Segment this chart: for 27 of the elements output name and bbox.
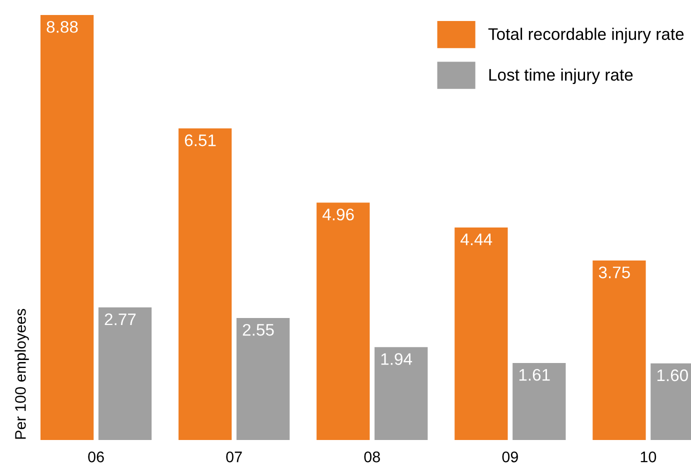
data-label: 1.94 — [381, 353, 412, 365]
bar — [454, 228, 508, 440]
data-label: 1.60 — [657, 369, 688, 382]
data-label: 4.96 — [322, 208, 354, 220]
x-tick-label: 10 — [640, 452, 656, 462]
data-label: 1.61 — [519, 368, 550, 381]
data-label: 2.55 — [242, 324, 274, 336]
legend-label: Total recordable injury rate — [488, 28, 684, 44]
x-tick-label: 06 — [88, 452, 104, 462]
bar — [374, 347, 428, 440]
bar — [98, 307, 152, 440]
x-tick-label: 07 — [226, 452, 242, 462]
bar — [592, 260, 646, 440]
data-label: 8.88 — [46, 20, 78, 33]
bar — [178, 128, 232, 440]
bar — [236, 318, 290, 440]
x-tick-label: 08 — [364, 452, 380, 462]
bar — [512, 362, 566, 440]
bar — [316, 202, 370, 440]
data-label: 4.44 — [460, 234, 492, 246]
x-tick-label: 09 — [502, 452, 518, 462]
data-label: 3.75 — [598, 266, 630, 278]
bar — [40, 15, 94, 440]
legend-label: Lost time injury rate — [489, 68, 633, 84]
data-label: 6.51 — [184, 134, 216, 146]
y-axis-title: Per 100 employees — [14, 308, 29, 439]
data-label: 2.77 — [104, 313, 136, 326]
